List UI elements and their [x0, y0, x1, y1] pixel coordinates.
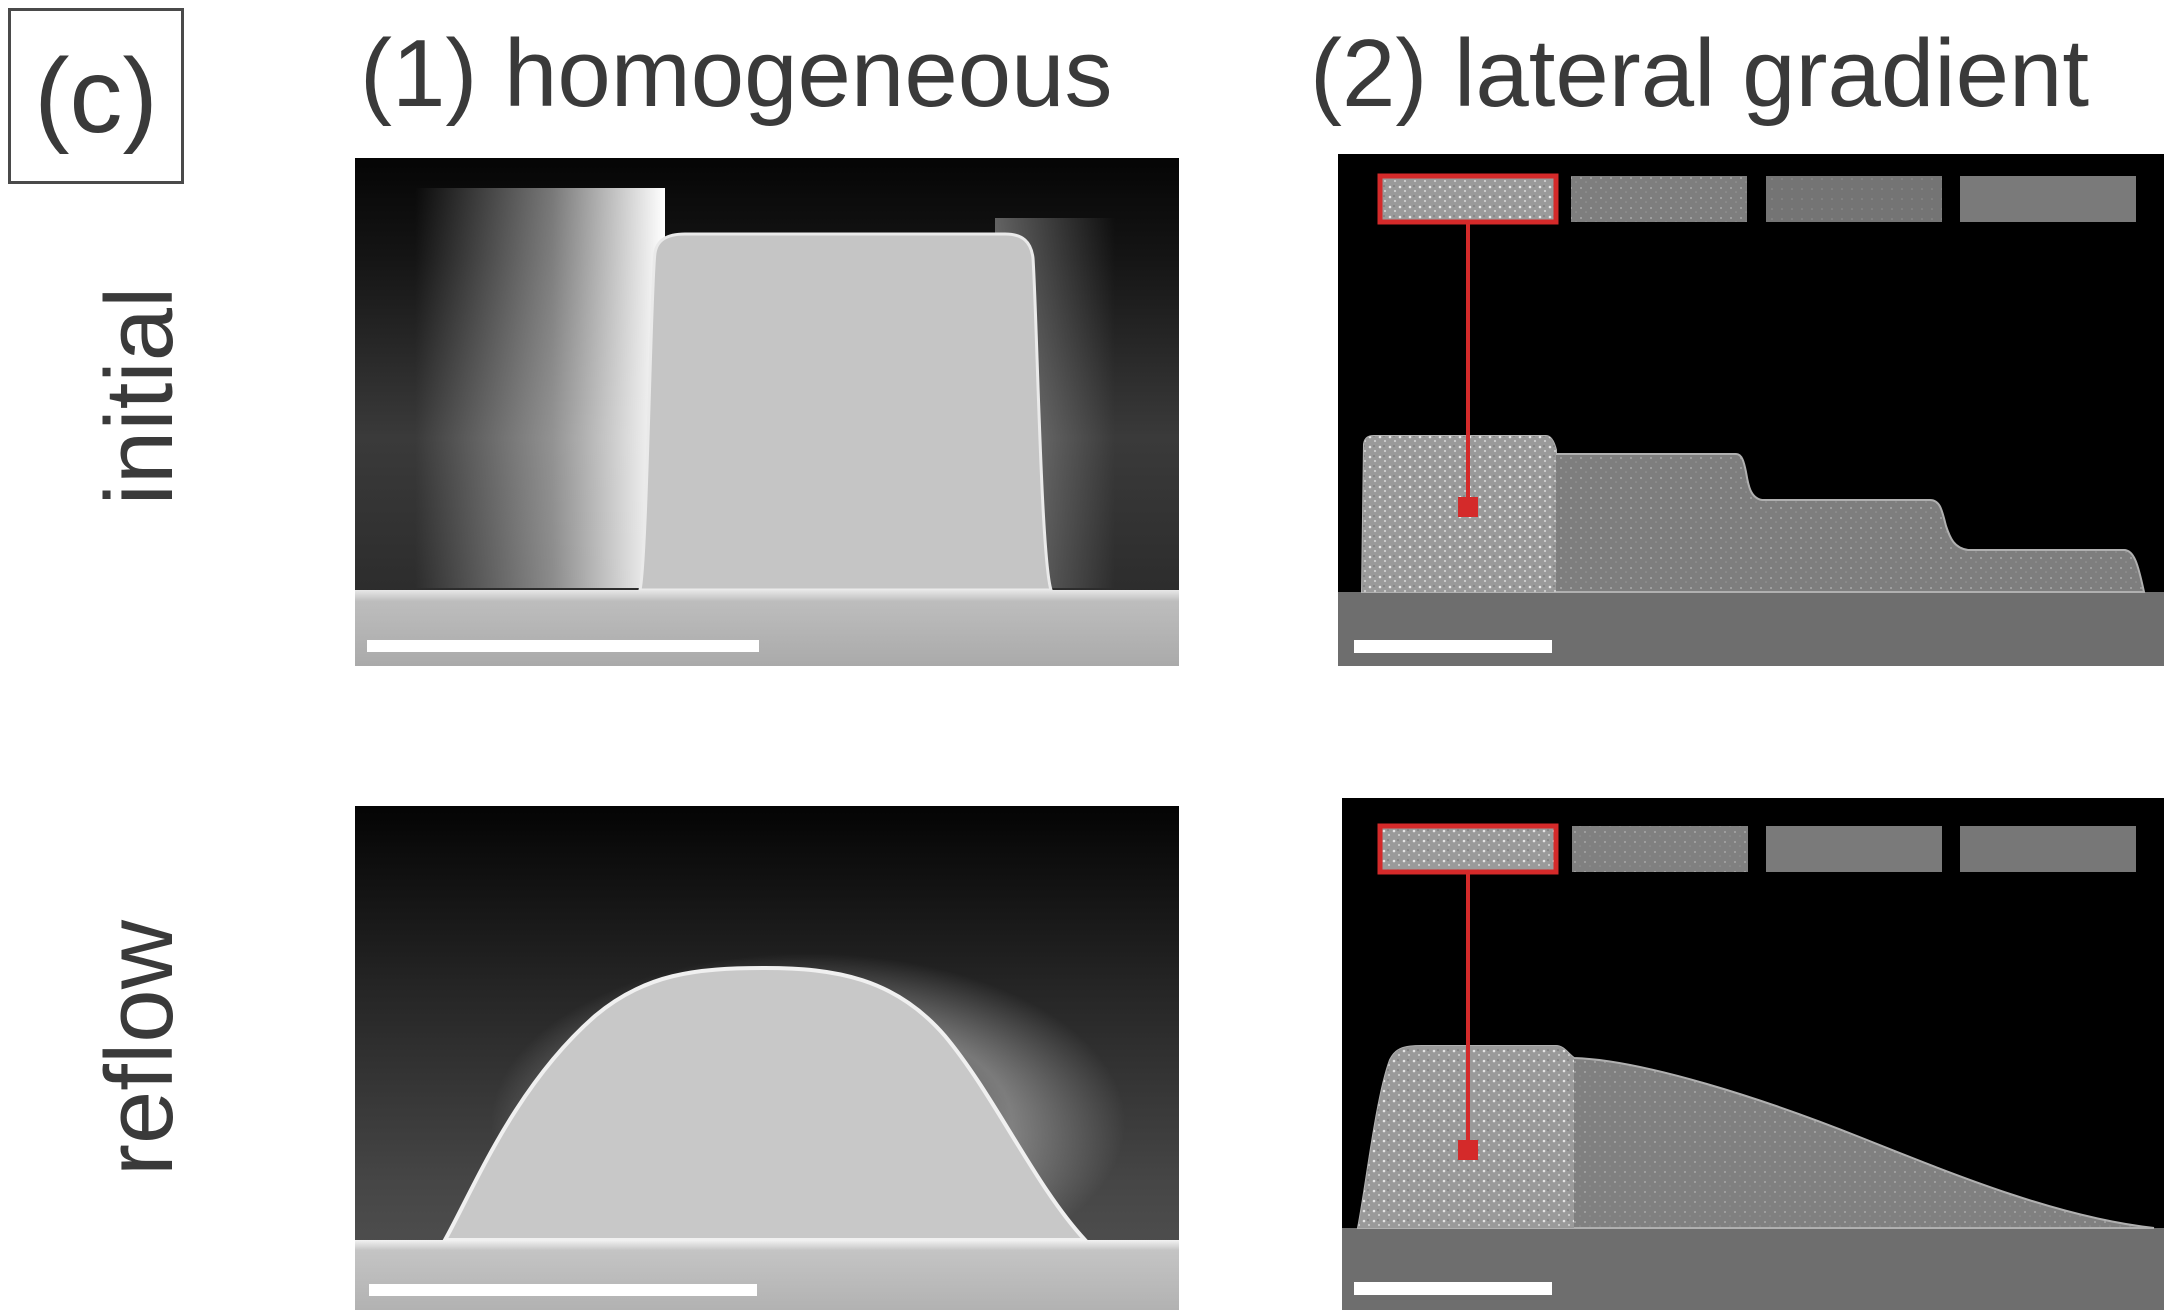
sem-image-gradient-reflow — [1342, 798, 2164, 1310]
column-title-homogeneous: (1) homogeneous — [360, 20, 1113, 127]
sem-image-homogeneous-reflow — [355, 806, 1179, 1310]
sem-image-gradient-initial — [1338, 154, 2164, 666]
column-title-lateral-gradient: (2) lateral gradient — [1310, 20, 2090, 127]
row-label-reflow: reflow — [86, 919, 193, 1177]
row-label-initial: initial — [86, 286, 193, 506]
panel-label: (c) — [8, 8, 184, 184]
sem-image-homogeneous-initial — [355, 158, 1179, 666]
